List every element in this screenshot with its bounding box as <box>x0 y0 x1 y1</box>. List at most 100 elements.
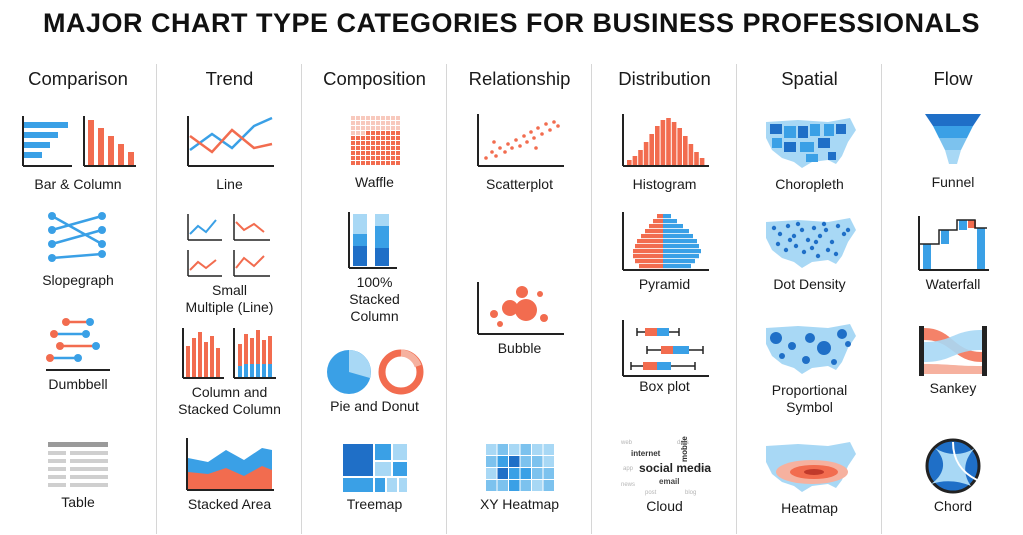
category-heading: Composition <box>323 68 426 89</box>
waffle-cell <box>390 146 395 150</box>
waffle-cell <box>390 121 395 125</box>
dumbbell-icon <box>46 318 110 371</box>
density-dot <box>793 243 798 249</box>
histogram-bar <box>660 120 665 166</box>
waffle-cell <box>390 116 395 120</box>
chart-label: Box plot <box>639 378 690 394</box>
svg-text:app: app <box>623 466 634 472</box>
waffle-cell <box>350 141 355 145</box>
chart-chord: Chord <box>882 436 1023 515</box>
waffle-cell <box>390 161 395 165</box>
waffle-cell <box>390 131 395 135</box>
density-dot <box>775 241 780 247</box>
waffle-cell <box>390 156 395 160</box>
waffle-cell <box>365 141 370 145</box>
cloud-word: internet <box>631 449 661 458</box>
heatmap-cell <box>520 456 531 467</box>
small-multiple-icon <box>186 214 270 277</box>
chart-scatterplot: Scatterplot <box>447 112 592 193</box>
waffle-cell <box>395 131 400 135</box>
waffle-cell <box>385 136 390 140</box>
waffle-cell <box>365 126 370 130</box>
histogram-bar <box>632 156 637 166</box>
waffle-cell <box>385 151 390 155</box>
heatmap-cell <box>543 456 554 467</box>
chart-label: XY Heatmap <box>479 496 560 512</box>
pyramid-bar <box>632 254 663 259</box>
waffle-cell <box>355 141 360 145</box>
cloud-icon: web data app news tech blog post internet so… <box>620 436 711 496</box>
chart-label: Dumbbell <box>48 376 108 392</box>
waffle-cell <box>395 161 400 165</box>
chart-label: Histogram <box>632 176 697 192</box>
pyramid-bar <box>662 259 695 264</box>
histogram-bar <box>688 144 693 166</box>
waffle-cell <box>380 146 385 150</box>
waffle-cell <box>365 156 370 160</box>
chart-box-plot: Box plot <box>592 318 737 395</box>
chart-label: Cloud <box>646 498 683 514</box>
pyramid-bar <box>662 234 693 239</box>
chart-slopegraph: Slopegraph <box>0 210 156 289</box>
waterfall-icon <box>918 216 989 271</box>
heatmap-cell <box>531 456 542 467</box>
heatmap-cell <box>508 468 519 479</box>
xy-heatmap-icon <box>485 444 554 491</box>
pyramid-bar <box>662 229 689 234</box>
waffle-cell <box>365 136 370 140</box>
density-dot <box>817 233 822 239</box>
density-dot <box>787 237 792 243</box>
chart-label: Heatmap <box>781 500 838 516</box>
waffle-cell <box>350 161 355 165</box>
pyramid-bar <box>662 264 691 269</box>
cloud-word: mobile <box>680 436 689 462</box>
pyramid-bar <box>662 214 671 219</box>
waffle-cell <box>370 151 375 155</box>
waffle-cell <box>350 156 355 160</box>
pyramid-bar <box>662 219 677 224</box>
density-dot <box>835 223 840 229</box>
waffle-cell <box>365 151 370 155</box>
waffle-cell <box>360 161 365 165</box>
density-dot <box>783 247 788 253</box>
funnel-icon <box>925 114 981 164</box>
waffle-cell <box>375 161 380 165</box>
histogram-icon <box>621 114 709 167</box>
chart-label: Slopegraph <box>42 272 114 288</box>
waffle-cell <box>385 126 390 130</box>
waffle-cell <box>360 131 365 135</box>
waffle-cell <box>390 136 395 140</box>
sankey-icon <box>919 326 987 376</box>
waffle-cell <box>375 151 380 155</box>
chart-xy-heatmap: XY Heatmap <box>447 440 592 513</box>
density-dot <box>815 253 820 259</box>
heatmap-cell <box>497 444 508 455</box>
waffle-cell <box>370 136 375 140</box>
waffle-cell <box>370 116 375 120</box>
density-dot <box>795 221 800 227</box>
category-heading: Comparison <box>28 68 128 89</box>
waffle-cell <box>350 146 355 150</box>
waffle-cell <box>360 151 365 155</box>
waffle-cell <box>395 146 400 150</box>
chart-label: Proportional Symbol <box>771 382 848 415</box>
svg-text:web: web <box>620 440 633 446</box>
pyramid-bar <box>662 239 697 244</box>
chart-bubble: Bubble <box>447 278 592 357</box>
pyramid-bar <box>636 239 663 244</box>
heatmap-cell <box>485 468 496 479</box>
pyramid-bar <box>644 229 663 234</box>
heatmap-cell <box>497 468 508 479</box>
density-dot <box>811 225 816 231</box>
density-dot <box>791 233 796 239</box>
svg-text:news: news <box>621 482 635 488</box>
density-dot <box>771 225 776 231</box>
waffle-cell <box>370 131 375 135</box>
slopegraph-icon <box>48 212 106 262</box>
waffle-cell <box>355 131 360 135</box>
treemap-icon <box>342 444 407 492</box>
waffle-cell <box>360 156 365 160</box>
chart-label: Choropleth <box>775 176 844 192</box>
scatterplot-icon <box>476 114 564 167</box>
column-comparison: Comparison Bar & Column <box>0 64 156 534</box>
